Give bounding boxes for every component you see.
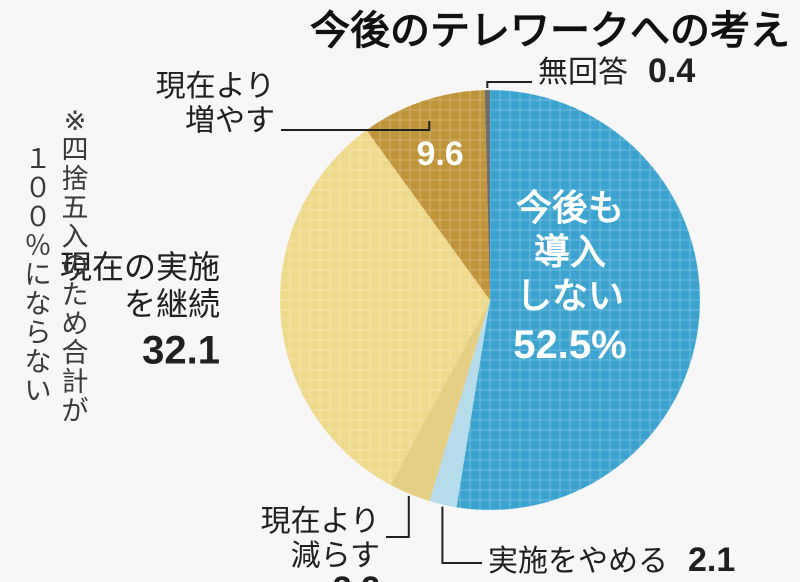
svg-text:ら: ら: [25, 318, 52, 348]
svg-text:52.5%: 52.5%: [513, 323, 626, 367]
chart-title: 今後のテレワークへの考え: [310, 9, 790, 53]
svg-text:め: め: [62, 309, 89, 339]
svg-text:０: ０: [25, 202, 52, 232]
svg-text:しない: しない: [516, 275, 624, 316]
svg-text:０: ０: [25, 173, 52, 203]
svg-text:入: 入: [62, 222, 89, 252]
svg-text:無回答: 無回答: [538, 56, 628, 89]
svg-text:増やす: 増やす: [185, 105, 275, 138]
svg-text:導入: 導入: [534, 231, 606, 272]
svg-text:3.2: 3.2: [333, 570, 380, 582]
svg-text:が: が: [62, 396, 89, 426]
svg-text:2.1: 2.1: [688, 541, 735, 579]
svg-text:減らす: 減らす: [291, 540, 380, 573]
pie-chart: 今後のテレワークへの考え今後も導入しない 52.5% 9.6 無回答 0.4 実施をやめる…: [0, 0, 800, 582]
svg-text:今後も: 今後も: [516, 187, 624, 228]
svg-text:い: い: [25, 376, 52, 406]
svg-text:実施をやめる: 実施をやめる: [488, 545, 668, 578]
svg-text:１: １: [25, 144, 52, 174]
svg-text:％: ％: [25, 231, 52, 261]
svg-text:な: な: [25, 289, 52, 319]
svg-text:に: に: [25, 260, 52, 290]
svg-text:捨: 捨: [62, 164, 89, 194]
svg-text:合: 合: [62, 338, 89, 368]
label-stop: 実施をやめる 2.1: [488, 541, 735, 579]
svg-text:を継続: を継続: [124, 286, 220, 322]
svg-text:四: 四: [62, 135, 89, 165]
svg-text:32.1: 32.1: [142, 329, 220, 373]
note-col: １００％にならない: [25, 144, 52, 406]
svg-text:現在より: 現在より: [156, 70, 275, 103]
svg-text:の: の: [62, 251, 89, 281]
svg-text:五: 五: [62, 193, 89, 223]
label-no_answer: 無回答 0.4: [538, 52, 695, 90]
svg-text:※: ※: [64, 106, 87, 136]
svg-text:た: た: [62, 280, 89, 310]
svg-text:現在より: 現在より: [261, 505, 380, 538]
slice-label-not_introduce: 今後も導入しない 52.5%: [513, 187, 626, 367]
svg-text:計: 計: [62, 367, 89, 397]
note-col: ※四捨五入のため合計が: [62, 106, 89, 426]
svg-text:0.4: 0.4: [648, 52, 695, 90]
svg-text:な: な: [25, 347, 52, 377]
slice-value-increase: 9.6: [416, 135, 463, 173]
